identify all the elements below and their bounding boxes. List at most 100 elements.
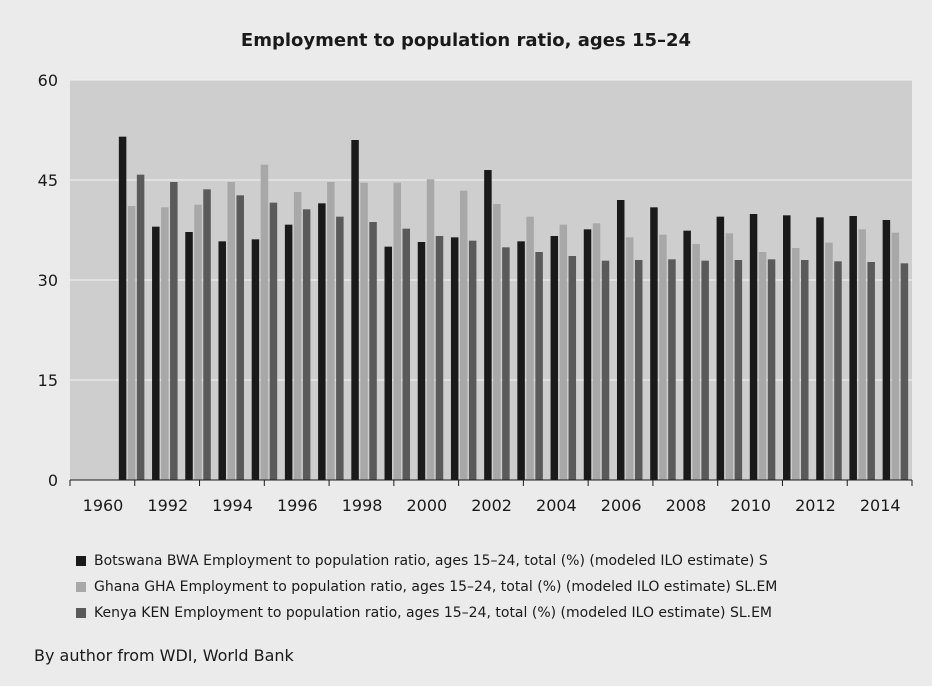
bar [118,136,127,480]
bar [816,217,824,481]
y-tick-label: 15 [38,371,58,390]
bar [825,242,833,480]
bar [891,232,900,480]
bar [327,182,335,480]
legend-entry: Kenya KEN Employment to population ratio… [76,600,777,626]
x-tick-label: 2006 [601,496,642,515]
bar [269,202,278,480]
bar [592,223,601,481]
bar [792,248,800,480]
bar [152,226,160,480]
bar [650,207,658,481]
legend-swatch [76,556,86,566]
x-tick-label: 2012 [795,496,836,515]
bar [734,260,743,480]
bar [834,261,842,480]
bar [725,233,734,480]
bar [351,140,359,480]
bar [502,247,510,480]
bar [517,241,525,480]
bar [716,216,725,480]
x-tick-label: 1994 [212,496,253,515]
bar [203,189,211,481]
x-tick-label: 2008 [666,496,707,515]
legend-swatch [76,608,86,618]
x-tick-label: 1960 [83,496,124,515]
bar [900,263,909,480]
bar [701,260,709,480]
bar [692,244,700,480]
chart-title: Employment to population ratio, ages 15–… [240,30,692,51]
x-tick-label: 2002 [471,496,512,515]
legend-entry: Ghana GHA Employment to population ratio… [76,574,777,600]
y-tick-label: 30 [38,271,58,290]
bar [284,224,293,480]
bar [668,259,676,480]
x-tick-label: 2004 [536,496,577,515]
bar [161,207,169,481]
y-tick-label: 0 [48,471,58,490]
bar [318,203,326,481]
bar [127,206,136,480]
bar [849,216,857,480]
x-tick-label: 1998 [342,496,383,515]
bar [260,164,269,480]
bar [185,232,193,480]
bar [484,170,492,480]
bar [435,236,444,480]
x-tick-label: 2010 [730,496,771,515]
bar [218,241,226,480]
bar [402,228,411,480]
bar [583,229,592,480]
bar [767,259,776,480]
bar [568,256,577,480]
bar [468,240,477,480]
bar [302,209,311,481]
legend-label: Ghana GHA Employment to population ratio… [94,579,778,595]
legend: Botswana BWA Employment to population ra… [76,548,777,626]
bar [450,237,459,480]
bar [749,214,758,480]
bar [550,236,559,480]
bar [801,260,809,480]
bar [336,216,344,480]
y-tick-label: 45 [38,171,58,190]
bar [882,220,891,480]
bar [369,222,377,480]
bar [783,215,791,481]
bar [251,239,260,480]
bar [601,260,610,480]
bar [136,174,145,480]
source-caption: By author from WDI, World Bank [34,646,294,665]
bar [236,195,244,481]
bar [194,204,202,480]
legend-swatch [76,582,86,592]
bar [459,190,468,480]
legend-label: Kenya KEN Employment to population ratio… [94,605,773,621]
bar [616,200,625,480]
x-tick-label: 2014 [860,496,901,515]
bar [683,230,691,480]
bar [625,237,634,480]
bar [535,252,543,480]
bar [526,216,534,480]
bar [384,246,393,480]
bar [417,242,426,480]
bar [426,179,435,481]
bar [559,224,568,480]
bar [360,182,368,480]
bar [867,262,875,480]
x-tick-label: 1996 [277,496,318,515]
bar [393,182,402,480]
bar [493,204,501,480]
y-tick-label: 60 [38,71,58,90]
x-tick-label: 2000 [406,496,447,515]
x-tick-label: 1992 [147,496,188,515]
bar [293,192,302,480]
bar [227,182,235,480]
legend-entry: Botswana BWA Employment to population ra… [76,548,777,574]
bar [634,260,643,480]
bar [758,252,767,480]
